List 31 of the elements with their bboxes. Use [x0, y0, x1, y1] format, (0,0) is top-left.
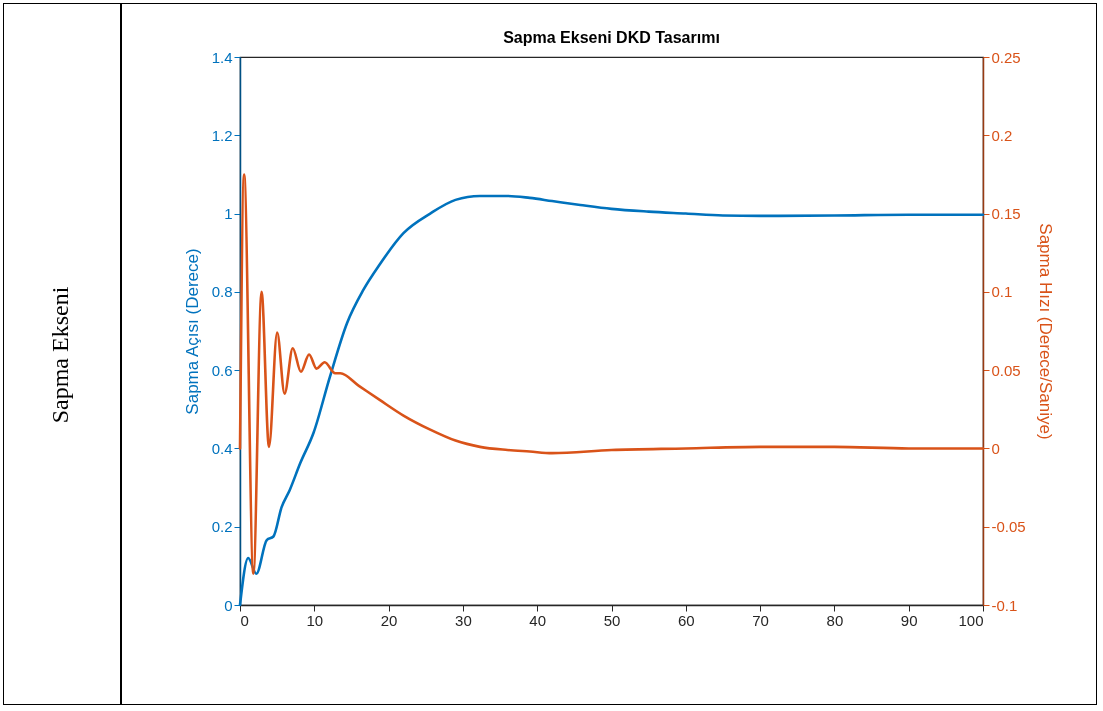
y-tick-label: 0.6 [211, 361, 233, 379]
x-tick-label: 10 [306, 611, 324, 629]
x-tick-label: 60 [677, 611, 695, 629]
x-tick-label: 70 [752, 611, 769, 629]
y-tick-label: 1.2 [211, 126, 233, 144]
x-tick-label: 50 [603, 611, 621, 629]
y2-tick-label: 0.2 [991, 126, 1013, 144]
y2-axis-title: Sapma Hızı (Derece/Saniye) [1035, 223, 1055, 440]
y2-tick-label: 0 [991, 439, 1000, 457]
x-tick-label: 20 [380, 611, 398, 629]
y2-tick-label: -0.1 [991, 596, 1018, 614]
y-tick-label: 1.4 [211, 48, 233, 66]
y-tick-label: 1 [224, 205, 233, 223]
text: Sapma Ekseni [46, 286, 74, 424]
x-tick-label: 0 [240, 611, 249, 629]
x-tick-label: 80 [826, 611, 844, 629]
x-tick-label: 90 [900, 611, 918, 629]
y-tick-label: 0.8 [211, 283, 233, 301]
y2-tick-label: 0.05 [991, 361, 1021, 379]
y2-tick-label: 0.1 [991, 283, 1013, 301]
y-tick-label: 0.2 [211, 518, 233, 536]
y-tick-label: 0 [224, 596, 233, 614]
y-tick-label: 0.4 [211, 439, 233, 457]
x-tick-label: 40 [529, 611, 547, 629]
y2-tick-label: 0.25 [991, 48, 1021, 66]
y2-tick-label: -0.05 [991, 518, 1026, 536]
x-tick-label: 30 [455, 611, 472, 629]
chart-title: Sapma Ekseni DKD Tasarımı [503, 29, 720, 46]
y-axis-title: Sapma Açısı (Derece) [182, 248, 202, 415]
y2-tick-label: 0.15 [991, 205, 1021, 223]
x-tick-label: 100 [958, 611, 984, 629]
